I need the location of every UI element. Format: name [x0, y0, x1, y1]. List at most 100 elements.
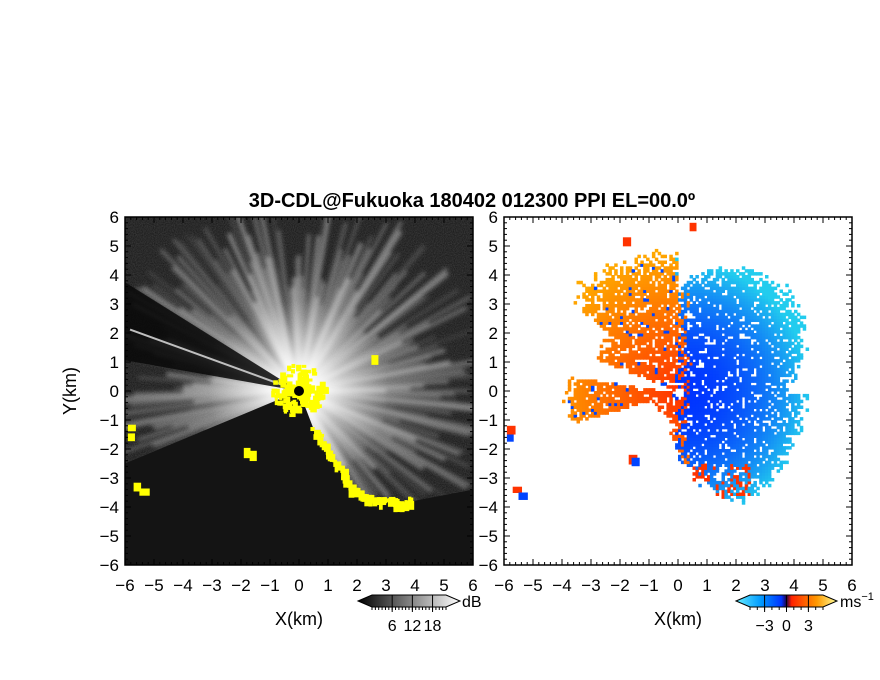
velocity-pixel: [675, 315, 679, 320]
velocity-pixel: [582, 402, 586, 407]
velocity-pixel: [738, 495, 743, 499]
velocity-pixel: [637, 304, 641, 308]
velocity-pixel: [730, 454, 734, 459]
velocity-pixel: [666, 321, 670, 325]
velocity-pixel: [721, 321, 725, 325]
velocity-pixel: [773, 428, 778, 433]
velocity-pixel: [686, 411, 691, 415]
velocity-pixel: [678, 333, 682, 337]
velocity-pixel: [715, 350, 720, 354]
velocity-pixel: [680, 376, 685, 380]
velocity-pixel: [753, 405, 757, 409]
velocity-pixel: [605, 321, 609, 325]
mask-pixel: [291, 363, 296, 368]
velocity-pixel: [709, 449, 714, 453]
velocity-pixel: [649, 350, 653, 354]
velocity-pixel: [675, 353, 679, 357]
velocity-pixel: [756, 466, 760, 470]
velocity-pixel: [730, 480, 734, 485]
velocity-pixel: [680, 362, 685, 366]
velocity-pixel: [625, 304, 630, 308]
velocity-pixel: [657, 335, 662, 340]
velocity-pixel: [773, 341, 778, 346]
velocity-pixel: [750, 277, 754, 282]
velocity-pixel: [747, 489, 752, 494]
velocity-pixel: [788, 353, 792, 357]
velocity-pixel: [712, 431, 717, 436]
velocity-pixel: [593, 318, 598, 322]
right-tick-marks: [503, 216, 853, 566]
velocity-pixel: [727, 347, 731, 351]
velocity-pixel: [765, 295, 769, 299]
velocity-pixel: [762, 333, 766, 337]
velocity-pixel: [649, 391, 653, 395]
velocity-pixel: [704, 318, 708, 322]
velocity-pixel: [646, 269, 650, 273]
velocity-pixel: [596, 318, 601, 322]
velocity-pixel: [759, 286, 763, 291]
velocity-pixel: [579, 417, 583, 421]
velocity-pixel: [733, 344, 737, 349]
velocity-pixel: [721, 480, 725, 485]
velocity-pixel: [767, 312, 772, 317]
velocity-pixel: [759, 318, 763, 322]
mask-pixel: [139, 488, 150, 496]
velocity-pixel: [744, 446, 749, 450]
velocity-pixel: [770, 353, 775, 357]
velocity-pixel: [651, 393, 656, 398]
velocity-pixel: [762, 463, 766, 467]
velocity-pixel: [715, 373, 720, 378]
velocity-pixel: [634, 318, 638, 322]
velocity-pixel: [782, 370, 786, 375]
velocity-pixel: [730, 492, 734, 496]
velocity-pixel: [788, 335, 792, 340]
velocity-pixel: [643, 373, 647, 378]
mask-pixel: [287, 385, 295, 390]
velocity-pixel: [582, 414, 586, 418]
velocity-pixel: [776, 353, 781, 357]
velocity-pixel: [727, 466, 731, 470]
right-y-tick-label: −3: [479, 469, 498, 488]
velocity-pixel: [733, 396, 737, 401]
velocity-pixel: [736, 489, 740, 494]
velocity-pixel: [675, 411, 679, 415]
velocity-pixel: [782, 306, 786, 311]
velocity-pixel: [712, 344, 717, 349]
velocity-pixel: [678, 373, 682, 378]
velocity-pixel: [767, 457, 772, 462]
velocity-pixel: [721, 280, 725, 285]
velocity-pixel: [785, 356, 789, 360]
velocity-pixel: [625, 364, 630, 369]
velocity-pixel: [785, 321, 789, 325]
velocity-pixel: [750, 344, 754, 349]
velocity-pixel: [767, 454, 772, 459]
velocity-pixel: [724, 364, 728, 369]
velocity-pixel: [643, 301, 647, 305]
velocity-pixel: [686, 318, 691, 322]
velocity-pixel: [669, 272, 673, 276]
velocity-pixel: [614, 298, 618, 302]
velocity-pixel: [707, 463, 711, 467]
velocity-pixel: [585, 286, 589, 291]
velocity-pixel: [669, 411, 673, 415]
velocity-pixel: [657, 341, 662, 346]
velocity-pixel: [701, 280, 705, 285]
velocity-pixel: [779, 414, 783, 418]
velocity-pixel: [628, 370, 633, 375]
velocity-pixel: [741, 457, 746, 462]
velocity-pixel: [680, 338, 685, 343]
velocity-pixel: [782, 330, 786, 334]
velocity-pixel: [660, 333, 665, 337]
right-x-tick-labels: −6 −5 −4 −3 −2 −1 0 1 2 3 4 5 6: [494, 576, 856, 595]
velocity-pixel: [721, 457, 725, 462]
velocity-pixel: [622, 298, 627, 302]
velocity-pixel: [611, 298, 615, 302]
velocity-pixel: [680, 309, 685, 314]
velocity-pixel: [770, 356, 775, 360]
velocity-pixel: [730, 269, 734, 273]
velocity-pixel: [680, 449, 685, 453]
velocity-pixel: [738, 457, 743, 462]
velocity-pixel: [704, 379, 708, 383]
velocity-pixel: [695, 411, 699, 415]
velocity-pixel: [672, 405, 676, 409]
